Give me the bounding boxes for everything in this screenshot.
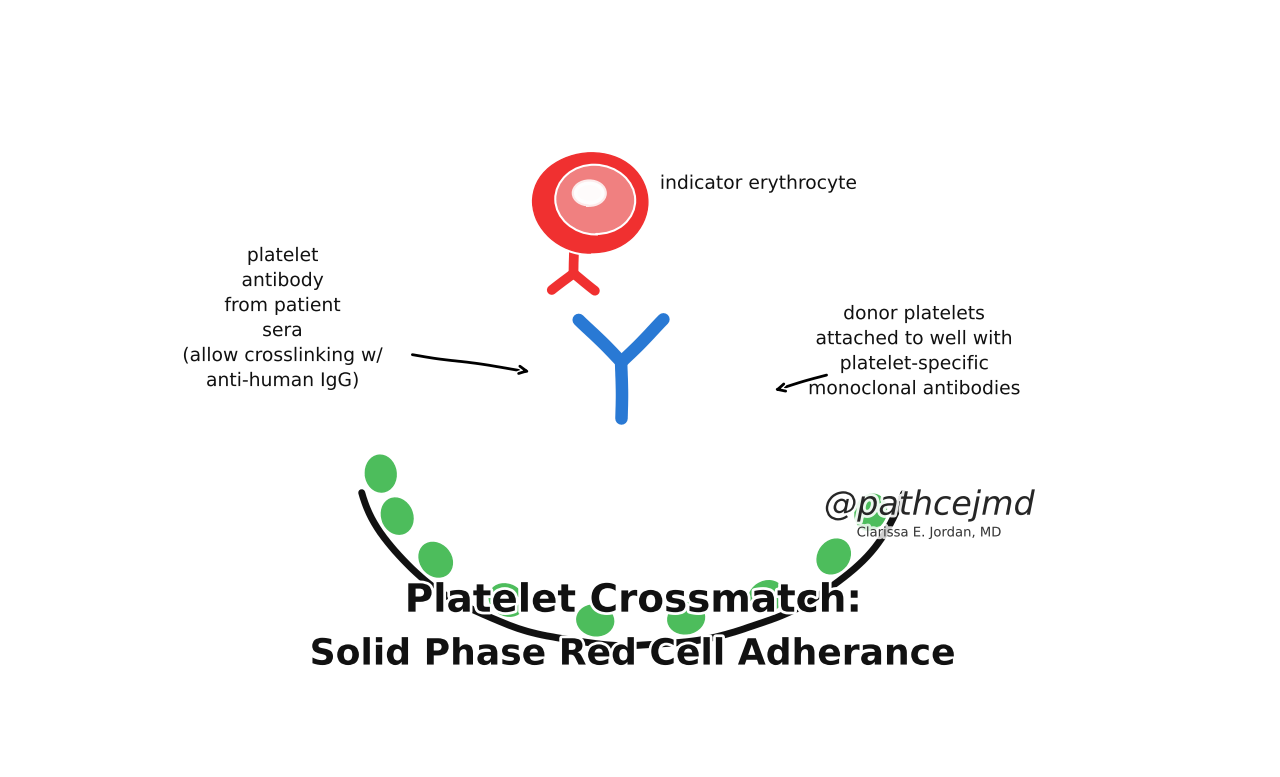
Ellipse shape bbox=[855, 495, 886, 531]
Text: donor platelets
attached to well with
platelet-specific
monoclonal antibodies: donor platelets attached to well with pl… bbox=[808, 304, 1020, 398]
Ellipse shape bbox=[365, 455, 396, 492]
Ellipse shape bbox=[381, 497, 412, 534]
Ellipse shape bbox=[748, 581, 783, 614]
Ellipse shape bbox=[575, 183, 604, 204]
Ellipse shape bbox=[817, 539, 850, 574]
Text: platelet
antibody
from patient
sera
(allow crosslinking w/
anti-human IgG): platelet antibody from patient sera (all… bbox=[182, 246, 383, 390]
Ellipse shape bbox=[667, 603, 704, 634]
Ellipse shape bbox=[557, 167, 634, 232]
Text: Clarissa E. Jordan, MD: Clarissa E. Jordan, MD bbox=[856, 526, 1002, 539]
Text: @pathcejmd: @pathcejmd bbox=[824, 489, 1034, 521]
Text: Platelet Crossmatch:: Platelet Crossmatch: bbox=[404, 582, 861, 620]
Ellipse shape bbox=[489, 584, 525, 616]
Text: indicator erythrocyte: indicator erythrocyte bbox=[660, 174, 858, 193]
Ellipse shape bbox=[419, 542, 452, 577]
Ellipse shape bbox=[532, 152, 648, 253]
Ellipse shape bbox=[576, 605, 613, 636]
Text: Solid Phase Red Cell Adherance: Solid Phase Red Cell Adherance bbox=[310, 638, 956, 671]
